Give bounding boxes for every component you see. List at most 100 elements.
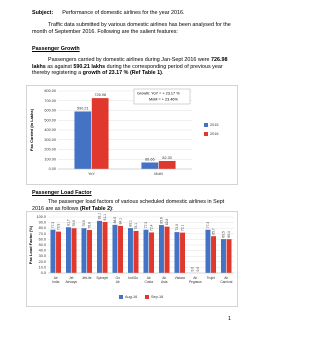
intro: Traffic data submitted by various domest… bbox=[32, 22, 231, 35]
bar bbox=[158, 225, 164, 273]
annotation: MoM = + 23.46% bbox=[149, 98, 179, 102]
value-label: 82.30 bbox=[162, 156, 172, 160]
x-tick-label: YoY bbox=[88, 172, 95, 176]
text: 726.98 lakhs bbox=[32, 57, 228, 70]
y-tick-label: 700.00 bbox=[44, 99, 56, 103]
bar bbox=[158, 160, 176, 169]
bar bbox=[112, 224, 118, 273]
y-axis-label: Pax Carried (in Lakhs) bbox=[29, 108, 34, 151]
text: (Ref Table 2) bbox=[79, 205, 112, 212]
bar bbox=[141, 162, 159, 169]
x-tick-label: Go Air bbox=[116, 276, 121, 284]
legend-swatch bbox=[145, 295, 149, 299]
legend-label: 2016 bbox=[210, 132, 218, 136]
bar bbox=[133, 230, 139, 273]
y-tick-label: 70.0 bbox=[39, 232, 46, 236]
legend-label: Aug-16 bbox=[125, 295, 137, 299]
bar bbox=[102, 221, 108, 273]
y-tick-label: 30.0 bbox=[39, 254, 46, 258]
value-label: 76.8 bbox=[87, 222, 91, 229]
chart-frame bbox=[26, 85, 238, 185]
x-tick-label: Air Pegasus bbox=[189, 276, 202, 284]
value-label: 77.3 bbox=[51, 222, 55, 229]
x-tick-label: Jet Airways bbox=[65, 276, 77, 284]
bar bbox=[220, 239, 226, 273]
value-label: 60.4 bbox=[227, 231, 231, 238]
bar bbox=[81, 228, 87, 273]
value-label: 590.21 bbox=[77, 106, 89, 110]
x-tick-label: Vistara bbox=[175, 276, 185, 280]
y-tick-label: 10.0 bbox=[39, 265, 46, 269]
y-tick-label: 40.0 bbox=[39, 249, 46, 253]
value-label: 93.1 bbox=[97, 213, 101, 220]
y-tick-label: 300.00 bbox=[44, 138, 56, 142]
x-tick-label: Air India bbox=[52, 276, 59, 284]
bar bbox=[226, 239, 232, 273]
annotation-box bbox=[133, 88, 191, 105]
y-tick-label: 80.0 bbox=[39, 226, 46, 230]
legend-label: 2015 bbox=[210, 123, 218, 127]
x-tick-label: MoM bbox=[154, 172, 162, 176]
y-tick-label: 90.0 bbox=[39, 221, 46, 225]
value-label: 73.0 bbox=[175, 224, 179, 231]
bar bbox=[149, 232, 155, 273]
text: 590.21 lakhs bbox=[73, 63, 106, 70]
value-label: 80.1 bbox=[128, 220, 132, 227]
chart: 0.00 100.00 200.00 300.00 400.00 500.00 600.00… bbox=[26, 85, 238, 185]
value-label: 72.1 bbox=[180, 225, 184, 232]
value-label: 85.6 bbox=[159, 217, 163, 224]
heading: Passenger Load Factor bbox=[32, 190, 92, 196]
text: Passengers carried by domestic airlines … bbox=[48, 57, 212, 63]
bar bbox=[164, 226, 170, 273]
bar bbox=[143, 229, 149, 273]
text: during the corresponding period of previ… bbox=[32, 63, 223, 77]
heading: Passenger Growth bbox=[32, 46, 80, 52]
value-label: 66.66 bbox=[145, 158, 155, 162]
bar bbox=[91, 98, 109, 169]
value-label: 82.8 bbox=[165, 219, 169, 226]
value-label: 91.1 bbox=[103, 214, 107, 221]
x-tick-label: Spicejet bbox=[96, 276, 108, 280]
value-label: 79.9 bbox=[72, 220, 76, 227]
y-tick-label: 400.00 bbox=[44, 128, 56, 132]
x-tick-label: Air Asia bbox=[161, 276, 168, 284]
bar bbox=[65, 227, 71, 273]
y-tick-label: 800.00 bbox=[44, 89, 56, 93]
subject-label: Subject: bbox=[32, 10, 54, 16]
value-label: 65.7 bbox=[211, 228, 215, 235]
y-axis-label: Pax Load Factor (%) bbox=[28, 225, 33, 264]
y-tick-label: 60.0 bbox=[39, 237, 46, 241]
paragraph: The passenger load factors of various sc… bbox=[32, 199, 232, 212]
y-tick-label: 200.00 bbox=[44, 148, 56, 152]
legend-swatch bbox=[204, 132, 208, 136]
value-label: 73.9 bbox=[56, 224, 60, 231]
subject-text: Performance of domestic airlines for the… bbox=[62, 10, 185, 16]
y-tick-label: 50.0 bbox=[39, 243, 46, 247]
value-label: 81.7 bbox=[66, 219, 70, 226]
x-tick-label: IndiGo bbox=[128, 276, 138, 280]
value-label: 72.4 bbox=[149, 224, 153, 231]
legend-swatch bbox=[204, 123, 208, 127]
annotation: Growth: YoY = + 23.17 % bbox=[137, 92, 180, 96]
x-tick-label: Air Carnival bbox=[220, 276, 232, 284]
bar bbox=[96, 220, 102, 273]
bar bbox=[174, 232, 180, 273]
subject: Subject: Performance of domestic airline… bbox=[32, 10, 185, 17]
page-number: 1 bbox=[228, 316, 231, 322]
text: The passenger load factors of various sc… bbox=[32, 199, 225, 212]
y-tick-label: 600.00 bbox=[44, 109, 56, 113]
value-label: 77.3 bbox=[206, 222, 210, 229]
page: Subject: Performance of domestic airline… bbox=[26, 10, 238, 322]
value-label: 0.0 bbox=[196, 267, 200, 272]
y-tick-label: 100.00 bbox=[44, 157, 56, 161]
text: . bbox=[161, 70, 164, 77]
y-tick-label: 0.00 bbox=[49, 167, 56, 171]
legend-label: Sep-16 bbox=[151, 295, 163, 299]
y-tick-label: 100.0 bbox=[36, 215, 46, 219]
chart: 0.0 10.020.0 30.040.0 50.0 60.070.0 80.090.0 1… bbox=[26, 211, 238, 307]
value-label: 79.9 bbox=[82, 220, 86, 227]
bar bbox=[71, 228, 77, 273]
value-label: 86.0 bbox=[113, 217, 117, 224]
x-tick-label: Air Costa bbox=[144, 276, 153, 284]
bar bbox=[56, 231, 62, 273]
